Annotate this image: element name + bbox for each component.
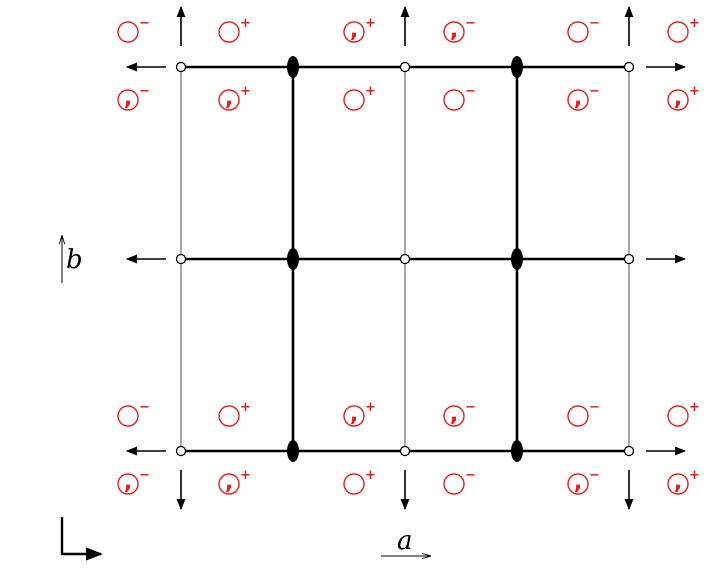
inversion-center bbox=[177, 255, 186, 264]
motif: + bbox=[219, 400, 251, 426]
motif-circle bbox=[444, 90, 464, 110]
motif-with-comma: , − bbox=[118, 84, 150, 111]
motif-with-comma: , + bbox=[344, 16, 376, 43]
motif-with-comma: , − bbox=[444, 400, 476, 427]
motif-circle bbox=[668, 406, 688, 426]
inversion-center bbox=[177, 447, 186, 456]
twofold-axis bbox=[511, 440, 523, 462]
motif: + bbox=[344, 84, 376, 110]
motif-sign: + bbox=[365, 400, 376, 415]
motif-with-comma: , + bbox=[219, 84, 251, 111]
motif-circle bbox=[568, 406, 588, 426]
motif-with-comma: , + bbox=[668, 468, 700, 495]
motif-circle bbox=[118, 406, 138, 426]
motif-comma: , bbox=[574, 470, 582, 495]
motif: − bbox=[118, 16, 150, 42]
inversion-center bbox=[401, 447, 410, 456]
motif-comma: , bbox=[124, 470, 132, 495]
motif: − bbox=[568, 16, 600, 42]
motif-sign: − bbox=[465, 16, 476, 31]
twofold-axis bbox=[511, 56, 523, 78]
motif-circle bbox=[344, 90, 364, 110]
motif-with-comma: , − bbox=[444, 16, 476, 43]
motif: − bbox=[568, 400, 600, 426]
motif-with-comma: , − bbox=[568, 468, 600, 495]
inversion-center bbox=[401, 63, 410, 72]
motif-sign: − bbox=[465, 84, 476, 99]
twofold-axis bbox=[511, 248, 523, 270]
motif: + bbox=[668, 16, 700, 42]
motif-sign: − bbox=[465, 468, 476, 483]
motif-comma: , bbox=[674, 470, 682, 495]
motif-sign: + bbox=[240, 16, 251, 31]
motif-sign: − bbox=[465, 400, 476, 415]
twofold-axis bbox=[287, 248, 299, 270]
motif-circle bbox=[344, 474, 364, 494]
twofold-axis bbox=[287, 440, 299, 462]
motif-sign: − bbox=[589, 84, 600, 99]
motif-comma: , bbox=[574, 86, 582, 111]
motif-sign: − bbox=[589, 468, 600, 483]
motif-circle bbox=[668, 22, 688, 42]
motif-comma: , bbox=[350, 18, 358, 43]
b-axis-indicator: b bbox=[62, 236, 83, 283]
motif: + bbox=[668, 400, 700, 426]
motif-sign: + bbox=[689, 400, 700, 415]
motif-sign: − bbox=[589, 400, 600, 415]
motif-sign: + bbox=[689, 84, 700, 99]
motif-layer: − +, +, − − +, −, + + −, −, +− +, +, − − +, −, + + −, −, + bbox=[118, 16, 700, 495]
motif-circle bbox=[219, 22, 239, 42]
motif-circle bbox=[118, 22, 138, 42]
motif-comma: , bbox=[674, 86, 682, 111]
b-axis-label: b bbox=[66, 245, 83, 275]
a-axis-indicator: a bbox=[381, 526, 430, 556]
motif-comma: , bbox=[225, 86, 233, 111]
inversion-center bbox=[625, 447, 634, 456]
motif-circle bbox=[568, 22, 588, 42]
motif-comma: , bbox=[350, 402, 358, 427]
a-axis-label: a bbox=[397, 526, 413, 556]
motif-sign: − bbox=[139, 468, 150, 483]
motif-sign: + bbox=[365, 84, 376, 99]
origin-corner-icon bbox=[61, 517, 101, 555]
motif-sign: + bbox=[240, 84, 251, 99]
motif-with-comma: , + bbox=[219, 468, 251, 495]
motif-with-comma: , − bbox=[118, 468, 150, 495]
inversion-center bbox=[177, 63, 186, 72]
motif: + bbox=[344, 468, 376, 494]
motif: − bbox=[444, 84, 476, 110]
motif-sign: − bbox=[139, 16, 150, 31]
motif-sign: − bbox=[589, 16, 600, 31]
motif-sign: + bbox=[365, 468, 376, 483]
motif-with-comma: , + bbox=[344, 400, 376, 427]
inversion-center bbox=[401, 255, 410, 264]
motif-sign: + bbox=[689, 468, 700, 483]
motif-with-comma: , + bbox=[668, 84, 700, 111]
motif-sign: + bbox=[365, 16, 376, 31]
motif-circle bbox=[444, 474, 464, 494]
motif-comma: , bbox=[450, 402, 458, 427]
motif-sign: + bbox=[689, 16, 700, 31]
motif-sign: + bbox=[240, 468, 251, 483]
twofold-axis bbox=[287, 56, 299, 78]
motif-sign: − bbox=[139, 84, 150, 99]
motif-comma: , bbox=[124, 86, 132, 111]
motif: − bbox=[444, 468, 476, 494]
motif-with-comma: , − bbox=[568, 84, 600, 111]
motif-sign: − bbox=[139, 400, 150, 415]
motif-comma: , bbox=[225, 470, 233, 495]
motif: + bbox=[219, 16, 251, 42]
motif: − bbox=[118, 400, 150, 426]
motif-comma: , bbox=[450, 18, 458, 43]
motif-circle bbox=[219, 406, 239, 426]
inversion-center bbox=[625, 63, 634, 72]
inversion-center bbox=[625, 255, 634, 264]
motif-sign: + bbox=[240, 400, 251, 415]
